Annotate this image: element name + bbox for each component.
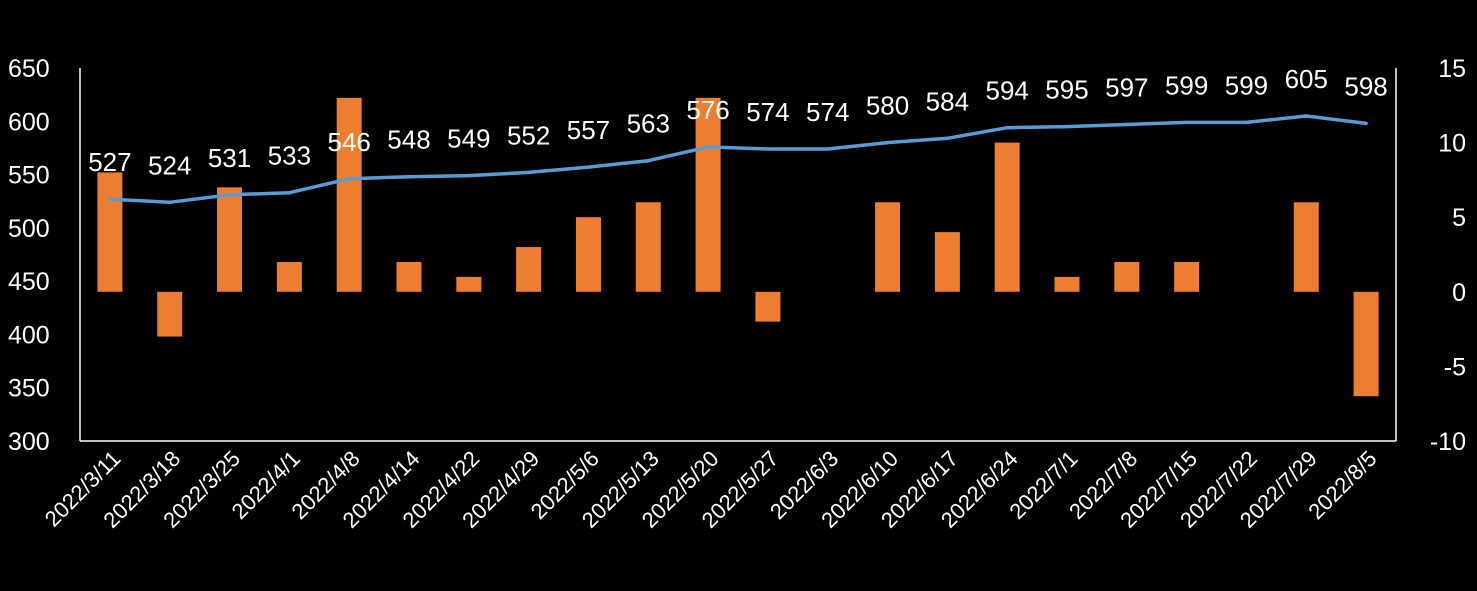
line-data-label: 599 bbox=[1165, 70, 1208, 100]
right-tick-label: -5 bbox=[1444, 353, 1466, 381]
line-point bbox=[1125, 122, 1129, 127]
left-tick-label: 350 bbox=[8, 375, 50, 403]
bar bbox=[575, 217, 601, 292]
line-data-label: 598 bbox=[1344, 71, 1387, 101]
bar bbox=[157, 291, 183, 337]
line-point bbox=[1065, 124, 1069, 129]
right-tick-label: -10 bbox=[1430, 428, 1466, 456]
bar bbox=[635, 202, 661, 292]
left-tick-label: 300 bbox=[8, 428, 50, 456]
line-point bbox=[526, 170, 531, 175]
line-point bbox=[108, 197, 112, 201]
left-tick-label: 650 bbox=[8, 55, 50, 83]
bar-series bbox=[97, 97, 1379, 397]
line-point bbox=[1005, 125, 1009, 130]
line-data-label: 580 bbox=[866, 91, 909, 121]
line-data-label: 552 bbox=[507, 120, 550, 150]
left-tick-label: 400 bbox=[8, 321, 50, 349]
bar bbox=[217, 187, 243, 292]
line-point bbox=[885, 140, 890, 145]
line-data-label: 584 bbox=[926, 86, 969, 116]
bar bbox=[1114, 261, 1140, 292]
line-data-label: 527 bbox=[88, 147, 131, 177]
line-data-label: 597 bbox=[1105, 72, 1148, 102]
bar bbox=[1293, 202, 1319, 292]
line-point bbox=[706, 145, 710, 149]
left-tick-label: 600 bbox=[8, 108, 50, 136]
bar bbox=[875, 202, 901, 292]
right-tick-label: 5 bbox=[1452, 204, 1466, 232]
bar bbox=[336, 97, 362, 292]
line-data-label: 574 bbox=[746, 97, 789, 127]
line-point bbox=[1304, 114, 1309, 118]
line-point bbox=[945, 136, 950, 141]
line-path bbox=[109, 114, 1367, 205]
bar bbox=[276, 261, 302, 292]
data-labels: 527 524 531 533 546 548 549 552 557 563 576 574 574 5… bbox=[88, 64, 1388, 180]
bar bbox=[695, 97, 721, 292]
x-axis-labels: 2022/3/112022/3/182022/3/252022/4/12022/… bbox=[40, 446, 1382, 533]
bar bbox=[1054, 276, 1080, 292]
bar bbox=[994, 142, 1020, 292]
bar bbox=[755, 291, 781, 322]
line-point bbox=[227, 193, 232, 197]
line-data-label: 563 bbox=[627, 109, 670, 139]
line-point bbox=[407, 174, 411, 179]
line-point bbox=[586, 165, 591, 169]
line-data-label: 548 bbox=[387, 125, 430, 155]
line-point bbox=[467, 173, 471, 178]
line-point bbox=[825, 147, 830, 151]
line-data-label: 574 bbox=[806, 97, 849, 127]
bar bbox=[396, 261, 422, 292]
line-point bbox=[167, 200, 172, 205]
line-point bbox=[347, 177, 351, 181]
bar bbox=[934, 232, 960, 292]
line-data-label: 605 bbox=[1285, 64, 1328, 94]
left-tick-label: 500 bbox=[8, 215, 50, 243]
line-data-label: 557 bbox=[567, 115, 610, 145]
right-tick-label: 15 bbox=[1438, 55, 1466, 83]
right-tick-label: 0 bbox=[1452, 279, 1466, 307]
line-data-label: 533 bbox=[268, 141, 311, 171]
line-point bbox=[766, 147, 770, 151]
line-data-label: 531 bbox=[208, 143, 251, 173]
line-data-label: 595 bbox=[1045, 75, 1088, 105]
line-data-label: 599 bbox=[1225, 70, 1268, 100]
line-data-label: 549 bbox=[447, 124, 490, 154]
bar bbox=[1353, 291, 1379, 397]
bar bbox=[97, 172, 123, 292]
line-data-label: 524 bbox=[148, 150, 191, 180]
left-tick-label: 550 bbox=[8, 162, 50, 190]
bar bbox=[456, 276, 482, 292]
right-tick-label: 10 bbox=[1438, 130, 1466, 158]
left-tick-label: 450 bbox=[8, 268, 50, 296]
bar bbox=[1174, 261, 1200, 292]
line-point bbox=[1184, 120, 1189, 125]
axes: 300 350 400 450 500 550 600 650 -10 -5 0 5 10 15 bbox=[8, 55, 1466, 456]
line-series bbox=[108, 114, 1368, 205]
line-data-label: 546 bbox=[327, 127, 370, 157]
line-point bbox=[1244, 120, 1249, 125]
line-point bbox=[1364, 121, 1368, 126]
bar bbox=[516, 247, 542, 292]
line-point bbox=[646, 158, 651, 163]
line-point bbox=[287, 190, 292, 195]
line-data-label: 576 bbox=[686, 95, 729, 125]
line-data-label: 594 bbox=[985, 76, 1028, 106]
